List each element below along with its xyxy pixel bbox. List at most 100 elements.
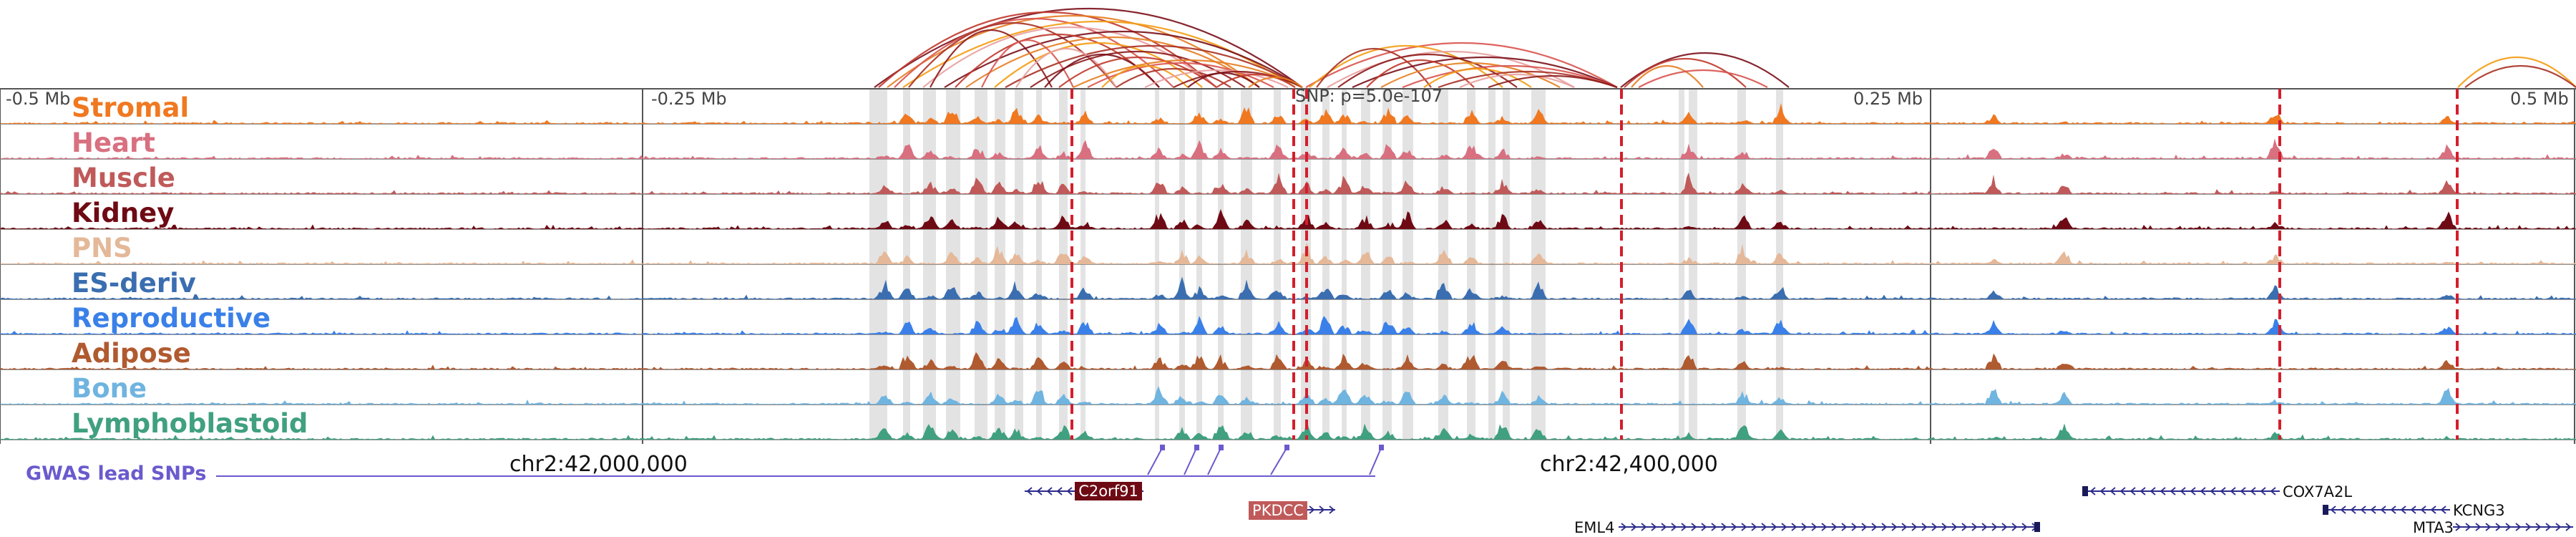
coordinate-left: chr2:42,000,000 bbox=[509, 452, 688, 477]
strand-chevron bbox=[2420, 505, 2426, 514]
strand-chevron bbox=[2430, 505, 2436, 514]
track-label: Adipose bbox=[72, 338, 191, 369]
strand-chevron bbox=[1921, 523, 1928, 531]
strand-chevron bbox=[1741, 523, 1747, 531]
strand-chevron bbox=[2485, 523, 2492, 531]
track-signal bbox=[0, 276, 2576, 299]
chromatin-loop-arc bbox=[1316, 47, 1432, 88]
strand-chevron bbox=[2455, 523, 2462, 531]
gwas-snp-connector bbox=[1207, 448, 1221, 475]
track-label: Reproductive bbox=[72, 303, 270, 334]
chromatin-loop-arc bbox=[922, 26, 1217, 88]
gwas-snp-marker bbox=[1160, 445, 1165, 450]
strand-chevron bbox=[1641, 523, 1647, 531]
track-labels: Stromal Heart Muscle Kidney PNS ES-deriv Repro… bbox=[72, 92, 308, 439]
chromatin-loop-arc bbox=[1216, 73, 1296, 88]
chromatin-loop-arc bbox=[965, 36, 1260, 88]
chromatin-loop-arc bbox=[1015, 48, 1117, 88]
gwas-snp-connector bbox=[1184, 448, 1197, 475]
chromatin-loop-arc bbox=[1366, 59, 1475, 88]
chromatin-loop-arc bbox=[1073, 59, 1303, 88]
chromatin-loop-arc bbox=[908, 22, 1117, 88]
strand-chevron bbox=[1319, 505, 1325, 514]
gene-mta3-label: MTA3 bbox=[2413, 519, 2454, 536]
gene-kcng3: KCNG3 bbox=[2323, 502, 2505, 519]
chromatin-loop-arc bbox=[981, 39, 1074, 88]
track-label: ES-deriv bbox=[72, 268, 196, 299]
signal-tracks bbox=[0, 102, 2576, 440]
chromatin-loop-arc bbox=[1005, 44, 1303, 88]
chromatin-loop-arc bbox=[1030, 51, 1246, 88]
strand-chevron bbox=[1066, 487, 1073, 495]
strand-chevron bbox=[1801, 523, 1807, 531]
strand-chevron bbox=[1036, 487, 1043, 495]
strand-chevron bbox=[2089, 487, 2096, 495]
strand-chevron bbox=[2180, 487, 2186, 495]
gene-pkdcc: PKDCC bbox=[1249, 501, 1335, 520]
track-adipose bbox=[0, 352, 2576, 370]
scale-label-right: 0.5 Mb bbox=[2510, 89, 2569, 109]
strand-chevron bbox=[1901, 523, 1908, 531]
chromatin-loop-arc bbox=[1248, 76, 1303, 88]
gene-eml4-label: EML4 bbox=[1574, 519, 1614, 536]
gene-cox7a2l-strand-arrows bbox=[2089, 487, 2276, 495]
enhancer-dashed-lines bbox=[1070, 89, 2459, 440]
strand-chevron bbox=[2545, 523, 2552, 531]
gene-c2orf91-box bbox=[1075, 482, 1142, 500]
chromatin-loop-arc bbox=[1116, 67, 1231, 88]
strand-chevron bbox=[1961, 523, 1968, 531]
scale-axis: -0.5 Mb -0.25 Mb SNP: p=5.0e-107 0.25 Mb… bbox=[0, 86, 2576, 444]
gwas-snp-connector bbox=[1270, 448, 1287, 475]
strand-chevron bbox=[2515, 523, 2522, 531]
strand-chevron bbox=[1931, 523, 1938, 531]
strand-chevron bbox=[1046, 487, 1053, 495]
strand-chevron bbox=[1781, 523, 1787, 531]
chromatin-loop-arc bbox=[1187, 72, 1260, 88]
strand-chevron bbox=[2099, 487, 2106, 495]
track-label: Lymphoblastoid bbox=[72, 408, 308, 439]
chromatin-loop-arc bbox=[1488, 74, 1618, 89]
strand-chevron bbox=[2170, 487, 2176, 495]
gene-kcng3-label: KCNG3 bbox=[2453, 502, 2505, 519]
strand-chevron bbox=[2475, 523, 2482, 531]
strand-chevron bbox=[2440, 505, 2446, 514]
chromatin-loop-arc bbox=[1101, 65, 1189, 88]
track-signal bbox=[0, 138, 2576, 159]
strand-chevron bbox=[1821, 523, 1828, 531]
strand-chevron bbox=[2525, 523, 2532, 531]
gene-mta3: MTA3 bbox=[2413, 519, 2573, 536]
chromatin-loop-arc bbox=[2457, 57, 2576, 88]
gene-eml4-exon bbox=[2034, 522, 2040, 532]
strand-chevron bbox=[2119, 487, 2126, 495]
strand-chevron bbox=[1691, 523, 1697, 531]
strand-chevron bbox=[1621, 523, 1627, 531]
strand-chevron bbox=[1671, 523, 1677, 531]
strand-chevron bbox=[1309, 505, 1315, 514]
gwas-snp-connector bbox=[1369, 448, 1382, 475]
gene-pkdcc-strand-arrows bbox=[1309, 505, 1335, 514]
strand-chevron bbox=[1681, 523, 1687, 531]
gwas-snp-connector bbox=[1147, 448, 1163, 475]
gwas-snp-marker bbox=[1219, 445, 1224, 450]
strand-chevron bbox=[1751, 523, 1757, 531]
strand-chevron bbox=[1991, 523, 1998, 531]
scale-label-left: -0.5 Mb bbox=[6, 89, 70, 109]
strand-chevron bbox=[2140, 487, 2146, 495]
strand-chevron bbox=[2001, 523, 2008, 531]
chromatin-loop-arc bbox=[1327, 50, 1575, 88]
track-muscle bbox=[0, 172, 2576, 195]
track-signal bbox=[0, 352, 2576, 369]
track-es-deriv bbox=[0, 276, 2576, 300]
gene-mta3-strand-arrows bbox=[2455, 523, 2572, 531]
chromatin-loop-arc bbox=[1173, 70, 1303, 88]
track-label: Muscle bbox=[72, 163, 175, 193]
strand-chevron bbox=[2190, 487, 2196, 495]
strand-chevron bbox=[1056, 487, 1063, 495]
strand-chevron bbox=[2380, 505, 2386, 514]
strand-chevron bbox=[2535, 523, 2542, 531]
strand-chevron bbox=[2240, 487, 2246, 495]
strand-chevron bbox=[2160, 487, 2166, 495]
strand-chevron bbox=[1651, 523, 1657, 531]
gene-c2orf91: C2orf91 bbox=[1025, 482, 1143, 500]
